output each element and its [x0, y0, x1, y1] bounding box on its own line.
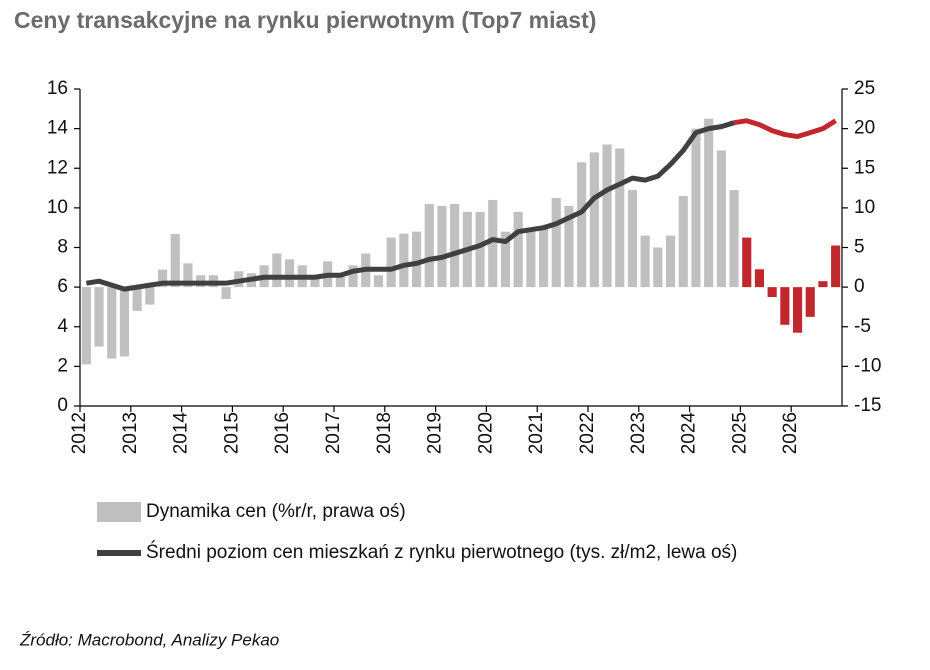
x-tick-label: 2015 — [221, 412, 242, 454]
bar — [221, 287, 231, 300]
x-tick-label: 2014 — [171, 412, 192, 455]
bar — [640, 235, 650, 288]
bar — [310, 275, 320, 288]
y-tick-label: 16 — [47, 78, 68, 99]
bar — [411, 231, 422, 288]
bar — [767, 287, 777, 298]
bar — [665, 235, 676, 288]
chart-title: Ceny transakcyjne na rynku pierwotnym (T… — [14, 7, 596, 33]
bar — [500, 231, 511, 288]
bar — [691, 128, 701, 288]
y2-tick-label: 0 — [854, 276, 865, 297]
y2-tick-label: 25 — [854, 78, 875, 99]
x-tick-label: 2019 — [425, 412, 446, 454]
bar — [818, 281, 828, 288]
bar — [132, 287, 142, 311]
bar — [488, 199, 498, 288]
bar — [437, 205, 447, 288]
bar — [704, 118, 714, 288]
bar — [551, 197, 561, 288]
bar — [513, 211, 523, 288]
y-tick-label: 0 — [57, 395, 68, 416]
bar — [564, 205, 574, 288]
bar — [526, 231, 536, 288]
bar — [627, 190, 638, 288]
y-tick-label: 2 — [57, 355, 68, 376]
y2-tick-label: -10 — [854, 355, 881, 376]
bar — [602, 144, 612, 288]
line — [733, 118, 837, 140]
legend-swatch — [97, 502, 141, 522]
bar — [450, 203, 460, 288]
bar — [589, 152, 599, 288]
bar — [678, 195, 688, 288]
bar — [399, 233, 409, 288]
bar — [780, 287, 790, 325]
bar — [373, 275, 384, 288]
x-tick-label: 2025 — [729, 412, 750, 454]
bar — [145, 287, 155, 305]
bar — [81, 287, 91, 365]
y2-tick-label: 15 — [854, 157, 875, 178]
y-tick-label: 10 — [47, 197, 68, 218]
x-tick-label: 2021 — [526, 412, 547, 454]
y-tick-label: 12 — [47, 157, 68, 178]
x-tick-label: 2017 — [323, 412, 344, 454]
bar — [538, 227, 549, 288]
bar — [170, 234, 180, 288]
x-tick-label: 2023 — [628, 412, 649, 454]
source: Źródło: Macrobond, Analizy Pekao — [19, 630, 279, 649]
bar — [272, 253, 282, 288]
bar — [335, 273, 345, 288]
bar — [831, 245, 841, 288]
bar — [729, 190, 739, 288]
x-tick-label: 2013 — [120, 412, 141, 454]
bar — [475, 211, 485, 288]
y2-tick-label: -15 — [854, 395, 881, 416]
bar — [348, 265, 358, 288]
bar — [615, 148, 625, 288]
bar — [284, 259, 295, 288]
bar — [805, 287, 815, 317]
bar — [119, 287, 130, 357]
x-tick-label: 2020 — [475, 412, 496, 454]
y-tick-label: 4 — [57, 316, 68, 337]
legend-label: Średni poziom cen mieszkań z rynku pierw… — [146, 541, 737, 563]
bar — [754, 269, 765, 288]
x-tick-label: 2026 — [780, 412, 801, 454]
bar — [107, 287, 117, 359]
x-tick-label: 2016 — [272, 412, 293, 454]
y2-tick-label: -5 — [854, 316, 871, 337]
bar — [653, 247, 663, 288]
line — [85, 120, 735, 292]
y2-tick-label: 10 — [854, 197, 875, 218]
legend-label: Dynamika cen (%r/r, prawa oś) — [146, 501, 406, 522]
bar — [157, 269, 168, 288]
bar — [94, 287, 104, 347]
y-tick-label: 14 — [47, 118, 69, 139]
bar — [716, 150, 726, 288]
x-tick-label: 2012 — [69, 412, 90, 454]
x-tick-label: 2022 — [577, 412, 598, 454]
y2-tick-label: 5 — [854, 237, 865, 258]
bar — [577, 162, 587, 288]
bar — [424, 203, 434, 288]
bar — [386, 237, 396, 288]
bar — [742, 237, 752, 288]
x-tick-label: 2018 — [374, 412, 395, 454]
y2-tick-label: 20 — [854, 118, 875, 139]
x-tick-label: 2024 — [679, 412, 700, 455]
bar — [183, 263, 193, 288]
bar — [792, 287, 803, 333]
y-tick-label: 6 — [57, 276, 68, 297]
y-tick-label: 8 — [57, 237, 68, 258]
